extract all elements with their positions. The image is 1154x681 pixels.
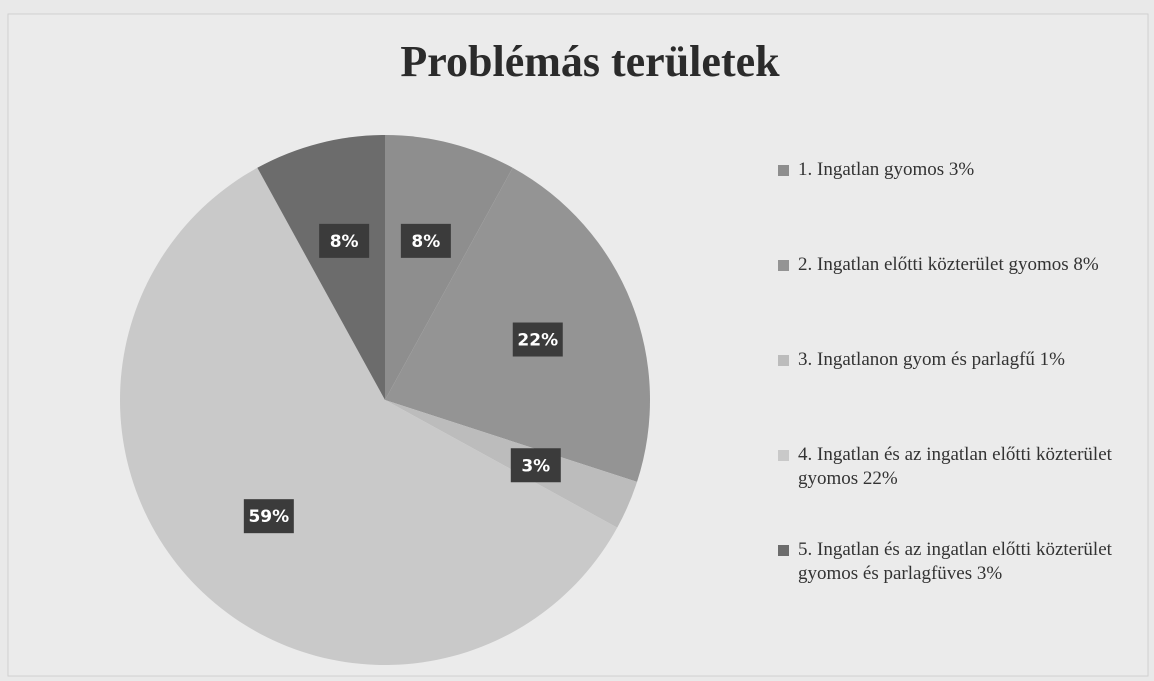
chart-title: Problémás területek bbox=[400, 37, 780, 86]
legend-swatch bbox=[778, 450, 789, 461]
value-label: 8% bbox=[330, 232, 359, 252]
legend-label: 5. Ingatlan és az ingatlan előtti közter… bbox=[798, 539, 1112, 584]
legend-swatch bbox=[778, 355, 789, 366]
legend-label: 2. Ingatlan előtti közterület gyomos 8% bbox=[798, 254, 1099, 275]
value-label-box bbox=[510, 448, 561, 483]
legend-swatch bbox=[778, 260, 789, 271]
value-label-box bbox=[243, 499, 294, 534]
legend-item: 5. Ingatlan és az ingatlan előtti közter… bbox=[778, 538, 1148, 633]
legend-label: 4. Ingatlan és az ingatlan előtti közter… bbox=[798, 444, 1112, 489]
value-label-box bbox=[319, 223, 370, 258]
value-label-box bbox=[400, 223, 451, 258]
legend-item: 4. Ingatlan és az ingatlan előtti közter… bbox=[778, 443, 1148, 538]
legend-label: 3. Ingatlanon gyom és parlagfű 1% bbox=[798, 349, 1065, 370]
pie-slice bbox=[385, 135, 513, 400]
legend: 1. Ingatlan gyomos 3% 2. Ingatlan előtti … bbox=[778, 158, 1148, 633]
pie-slice bbox=[257, 135, 385, 400]
value-label-box bbox=[512, 322, 563, 357]
value-label: 59% bbox=[248, 507, 289, 527]
legend-item: 2. Ingatlan előtti közterület gyomos 8% bbox=[778, 253, 1148, 348]
legend-swatch bbox=[778, 165, 789, 176]
legend-item: 3. Ingatlanon gyom és parlagfű 1% bbox=[778, 348, 1148, 443]
value-label: 3% bbox=[521, 456, 550, 476]
legend-label: 1. Ingatlan gyomos 3% bbox=[798, 159, 975, 180]
legend-item: 1. Ingatlan gyomos 3% bbox=[778, 158, 1148, 253]
legend-swatch bbox=[778, 545, 789, 556]
value-label: 22% bbox=[517, 331, 558, 351]
value-label: 8% bbox=[411, 232, 440, 252]
pie-slice bbox=[119, 167, 618, 665]
